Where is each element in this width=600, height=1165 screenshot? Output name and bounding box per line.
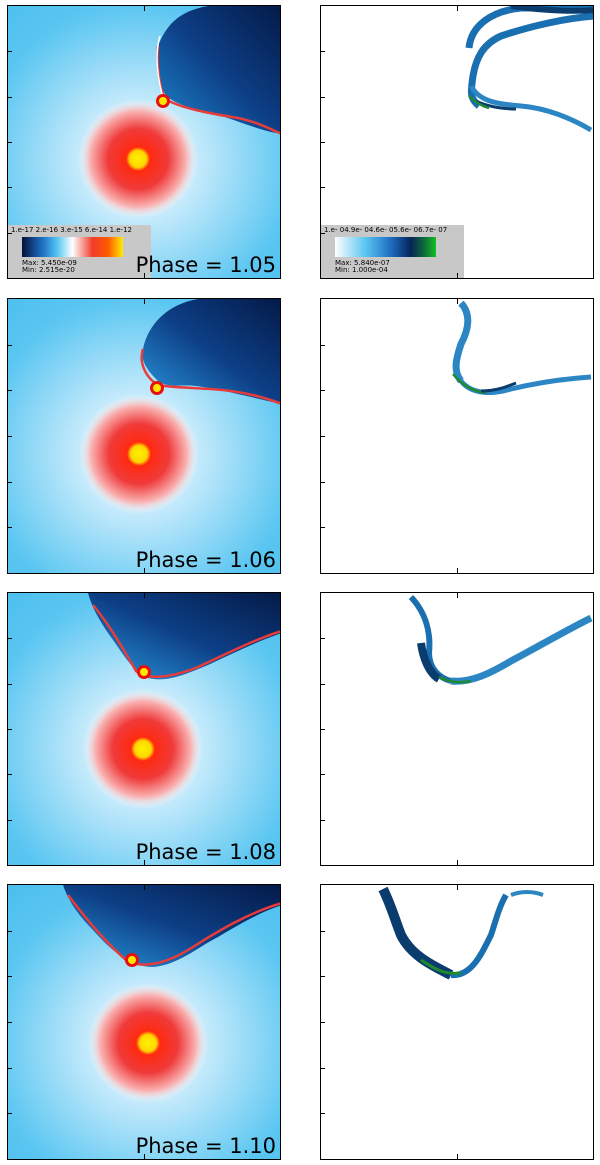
axis-tick [321, 233, 325, 234]
tracer-panel-2 [320, 298, 594, 574]
phase-label: Phase = 1.06 [135, 548, 276, 572]
axis-tick [8, 774, 12, 775]
colorbar-min: Min: 2.515e-20 [22, 266, 75, 274]
axis-tick [144, 273, 145, 278]
colorbar-tick-labels: 1.e-17 2.e-16 3.e-15 6.e-14 1.e-12 [11, 226, 132, 234]
axis-tick [144, 6, 145, 11]
axis-tick [8, 51, 12, 52]
axis-tick [144, 885, 145, 890]
axis-tick [457, 593, 458, 598]
axis-tick [8, 820, 12, 821]
axis-tick [8, 1113, 12, 1114]
axis-tick [321, 931, 325, 932]
axis-tick [321, 51, 325, 52]
colorbar-legend: 1.e-17 2.e-16 3.e-15 6.e-14 1.e-12 Max: … [8, 225, 151, 278]
axis-tick [321, 187, 325, 188]
colorbar-gradient [22, 237, 123, 257]
axis-tick [321, 390, 325, 391]
tracer-panel-3 [320, 592, 594, 866]
axis-tick [457, 568, 458, 573]
density-map [8, 299, 280, 573]
axis-tick [8, 1068, 12, 1069]
axis-tick [457, 885, 458, 890]
colorbar-min: Min: 1.000e-04 [335, 266, 388, 274]
axis-tick [321, 684, 325, 685]
axis-tick [457, 1154, 458, 1159]
axis-tick [8, 482, 12, 483]
axis-tick [321, 729, 325, 730]
axis-tick [321, 1068, 325, 1069]
tracer-map [321, 593, 593, 865]
axis-tick [321, 1022, 325, 1023]
phase-label: Phase = 1.05 [135, 253, 276, 277]
axis-tick [457, 6, 458, 11]
phase-label: Phase = 1.08 [135, 840, 276, 864]
axis-tick [8, 729, 12, 730]
axis-tick [8, 527, 12, 528]
axis-tick [8, 638, 12, 639]
density-map [8, 885, 280, 1159]
axis-tick [8, 1022, 12, 1023]
colorbar-maxmin: Max: 5.450e-09 Min: 2.515e-20 [22, 260, 77, 274]
axis-tick [321, 820, 325, 821]
colorbar-max: Max: 5.840e-07 [335, 259, 390, 267]
axis-tick [321, 436, 325, 437]
axis-tick [8, 931, 12, 932]
axis-tick [321, 774, 325, 775]
axis-tick [8, 233, 12, 234]
axis-tick [321, 97, 325, 98]
axis-tick [321, 482, 325, 483]
axis-tick [144, 299, 145, 304]
axis-tick [457, 860, 458, 865]
density-map [8, 593, 280, 865]
axis-tick [457, 299, 458, 304]
axis-tick [321, 976, 325, 977]
tracer-panel-4 [320, 884, 594, 1160]
axis-tick [8, 684, 12, 685]
axis-tick [8, 390, 12, 391]
axis-tick [8, 187, 12, 188]
axis-tick [321, 1113, 325, 1114]
colorbar-maxmin: Max: 5.840e-07 Min: 1.000e-04 [335, 260, 390, 274]
tracer-panel-1: 1.e- 04.9e- 04.6e- 05.6e- 06.7e- 07 Max:… [320, 5, 594, 279]
axis-tick [457, 273, 458, 278]
axis-tick [144, 860, 145, 865]
tracer-map [321, 885, 593, 1159]
axis-tick [144, 1154, 145, 1159]
density-panel-1: 1.e-17 2.e-16 3.e-15 6.e-14 1.e-12 Max: … [7, 5, 281, 279]
phase-label: Phase = 1.10 [135, 1134, 276, 1158]
colorbar-max: Max: 5.450e-09 [22, 259, 77, 267]
axis-tick [321, 638, 325, 639]
axis-tick [144, 568, 145, 573]
axis-tick [8, 436, 12, 437]
axis-tick [8, 142, 12, 143]
colorbar-tick-labels: 1.e- 04.9e- 04.6e- 05.6e- 06.7e- 07 [324, 226, 448, 234]
colorbar-gradient [335, 237, 436, 257]
axis-tick [8, 97, 12, 98]
axis-tick [321, 345, 325, 346]
axis-tick [321, 142, 325, 143]
tracer-map [321, 299, 593, 573]
axis-tick [8, 976, 12, 977]
density-panel-4: Phase = 1.10 [7, 884, 281, 1160]
axis-tick [144, 593, 145, 598]
axis-tick [8, 345, 12, 346]
density-panel-2: Phase = 1.06 [7, 298, 281, 574]
density-panel-3: Phase = 1.08 [7, 592, 281, 866]
colorbar-legend: 1.e- 04.9e- 04.6e- 05.6e- 06.7e- 07 Max:… [321, 225, 464, 278]
axis-tick [321, 527, 325, 528]
